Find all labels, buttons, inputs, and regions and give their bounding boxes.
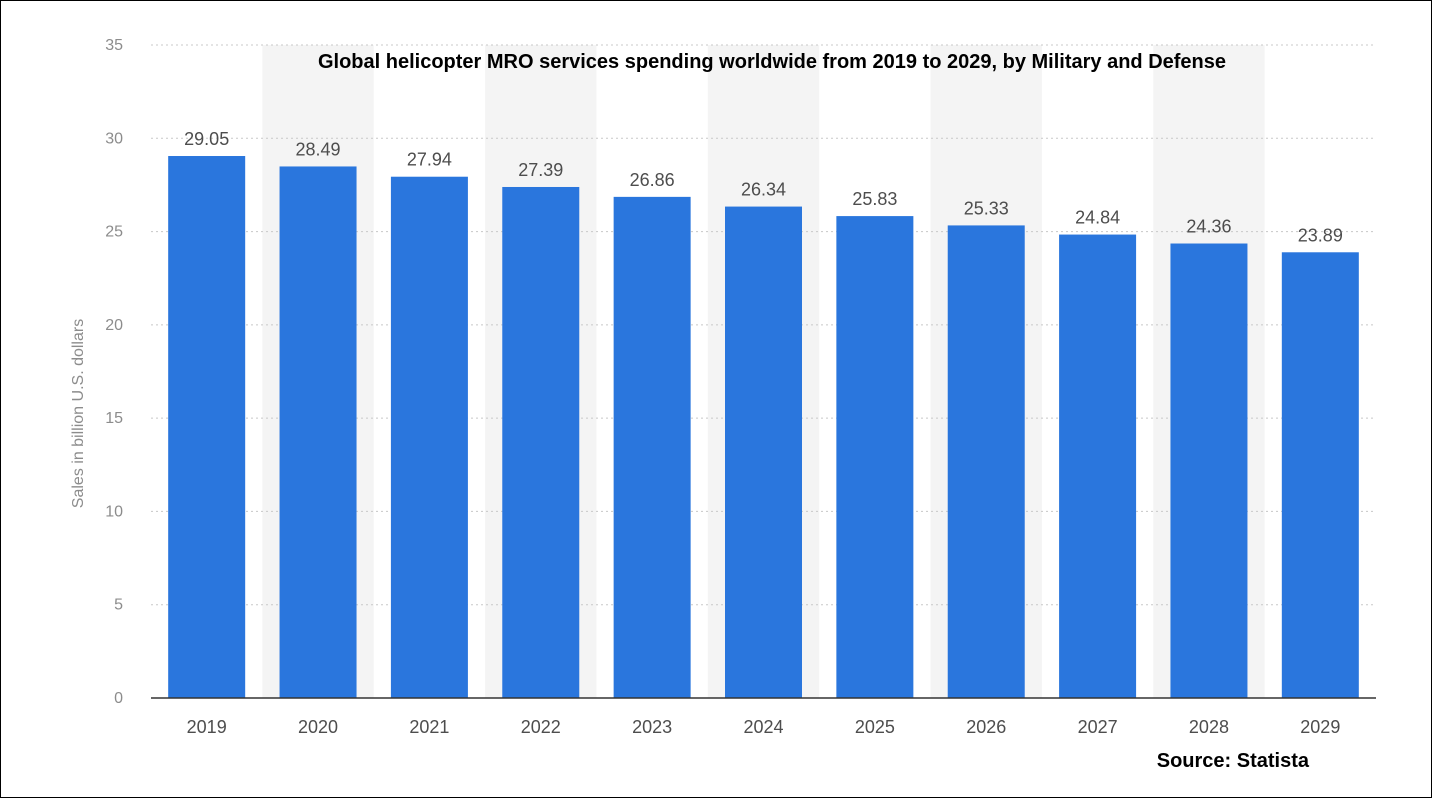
- bar: [1170, 243, 1248, 698]
- x-tick-label: 2019: [187, 717, 227, 737]
- y-tick-label: 30: [105, 130, 123, 147]
- x-tick-label: 2026: [966, 717, 1006, 737]
- y-tick-label: 20: [105, 317, 123, 334]
- x-tick-label: 2020: [298, 717, 338, 737]
- x-tick-label: 2025: [855, 717, 895, 737]
- bar: [1281, 252, 1359, 698]
- y-tick-label: 0: [114, 690, 123, 707]
- bars: [168, 156, 1359, 699]
- bar: [279, 166, 357, 698]
- y-tick-label: 25: [105, 224, 123, 241]
- data-labels: 29.05 28.49 27.94 27.39 26.86 26.34 25.83 25.33…: [184, 129, 1343, 245]
- data-label: 26.34: [741, 180, 786, 200]
- bar: [502, 186, 580, 699]
- y-tick-label: 10: [105, 503, 123, 520]
- data-label: 29.05: [184, 129, 229, 149]
- y-axis-title: Sales in billion U.S. dollars: [70, 319, 87, 508]
- y-tick-label: 15: [105, 410, 123, 427]
- data-label: 27.39: [518, 160, 563, 180]
- x-axis-labels: 2019 2020 2021 2022 2023 2024 2025 2026 2027 2028…: [187, 717, 1341, 737]
- source-label: Source: Statista: [1156, 750, 1309, 772]
- bar: [390, 176, 468, 698]
- x-tick-label: 2023: [632, 717, 672, 737]
- data-label: 26.86: [630, 170, 675, 190]
- data-label: 23.89: [1298, 225, 1343, 245]
- bar: [836, 216, 914, 698]
- bar: [168, 156, 246, 698]
- chart-title: Global helicopter MRO services spending …: [318, 51, 1226, 73]
- bar: [613, 196, 691, 698]
- x-tick-label: 2027: [1078, 717, 1118, 737]
- data-label: 27.94: [407, 150, 452, 170]
- y-tick-label: 5: [114, 597, 123, 614]
- data-label: 25.83: [852, 189, 897, 209]
- y-tick-label: 35: [105, 37, 123, 54]
- bar: [725, 206, 802, 698]
- data-label: 24.84: [1075, 208, 1120, 228]
- bar: [947, 225, 1025, 699]
- x-tick-label: 2021: [409, 717, 449, 737]
- y-axis-ticks: 0 5 10 15 20 25 30 35: [105, 37, 123, 707]
- bar: [1059, 234, 1137, 698]
- x-tick-label: 2024: [743, 717, 783, 737]
- x-tick-label: 2028: [1189, 717, 1229, 737]
- data-label: 28.49: [296, 139, 341, 159]
- x-tick-label: 2029: [1300, 717, 1340, 737]
- data-label: 24.36: [1186, 217, 1231, 237]
- data-label: 25.33: [964, 198, 1009, 218]
- x-tick-label: 2022: [521, 717, 561, 737]
